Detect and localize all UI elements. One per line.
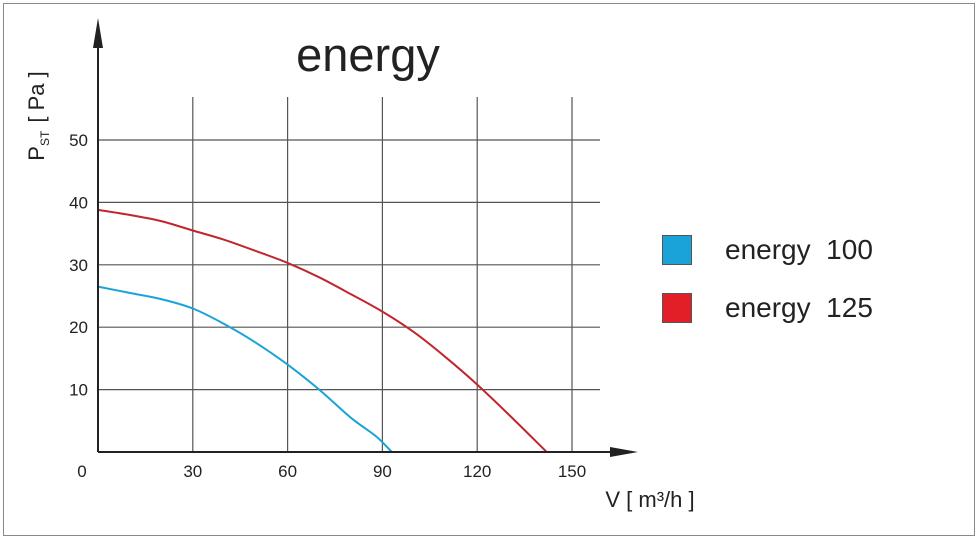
legend-label-energy-125: energy 125 bbox=[725, 292, 873, 323]
series-line-energy-100 bbox=[97, 285, 393, 453]
grid-lines bbox=[98, 97, 600, 452]
y-axis-label-main: P bbox=[24, 146, 49, 161]
y-axis-arrow bbox=[93, 18, 103, 48]
y-axis-label-unit: [ Pa ] bbox=[24, 71, 49, 122]
x-tick-label-0: 0 bbox=[77, 462, 86, 481]
x-tick-label-60: 60 bbox=[278, 462, 297, 481]
x-tick-label-90: 90 bbox=[373, 462, 392, 481]
legend: energy 100 energy 125 bbox=[662, 232, 873, 348]
y-axis-label: PST [ Pa ] bbox=[24, 71, 52, 160]
legend-swatch-energy-125 bbox=[662, 293, 692, 323]
x-tick-label-30: 30 bbox=[183, 462, 202, 481]
y-tick-label-10: 10 bbox=[69, 381, 88, 400]
axes bbox=[93, 18, 638, 457]
legend-swatch-energy-100 bbox=[662, 235, 692, 265]
y-tick-label-50: 50 bbox=[69, 131, 88, 150]
legend-label-energy-100: energy 100 bbox=[725, 234, 873, 265]
x-tick-label-120: 120 bbox=[463, 462, 491, 481]
x-axis-arrow bbox=[610, 447, 638, 457]
y-tick-label-20: 20 bbox=[69, 318, 88, 337]
x-axis-label: V [ m³/h ] bbox=[605, 487, 694, 512]
tick-labels: 0 30 60 90 120 150 10 20 30 40 50 bbox=[69, 131, 586, 481]
legend-item-energy-100: energy 100 bbox=[662, 232, 873, 268]
chart-title: energy bbox=[296, 28, 440, 81]
series-curves bbox=[97, 208, 548, 453]
legend-item-energy-125: energy 125 bbox=[662, 290, 873, 326]
series-line-energy-125 bbox=[97, 208, 548, 453]
x-tick-label-150: 150 bbox=[558, 462, 586, 481]
y-tick-label-30: 30 bbox=[69, 256, 88, 275]
chart-frame bbox=[3, 3, 975, 536]
y-axis-label-sub: ST bbox=[38, 130, 52, 146]
y-tick-label-40: 40 bbox=[69, 193, 88, 212]
